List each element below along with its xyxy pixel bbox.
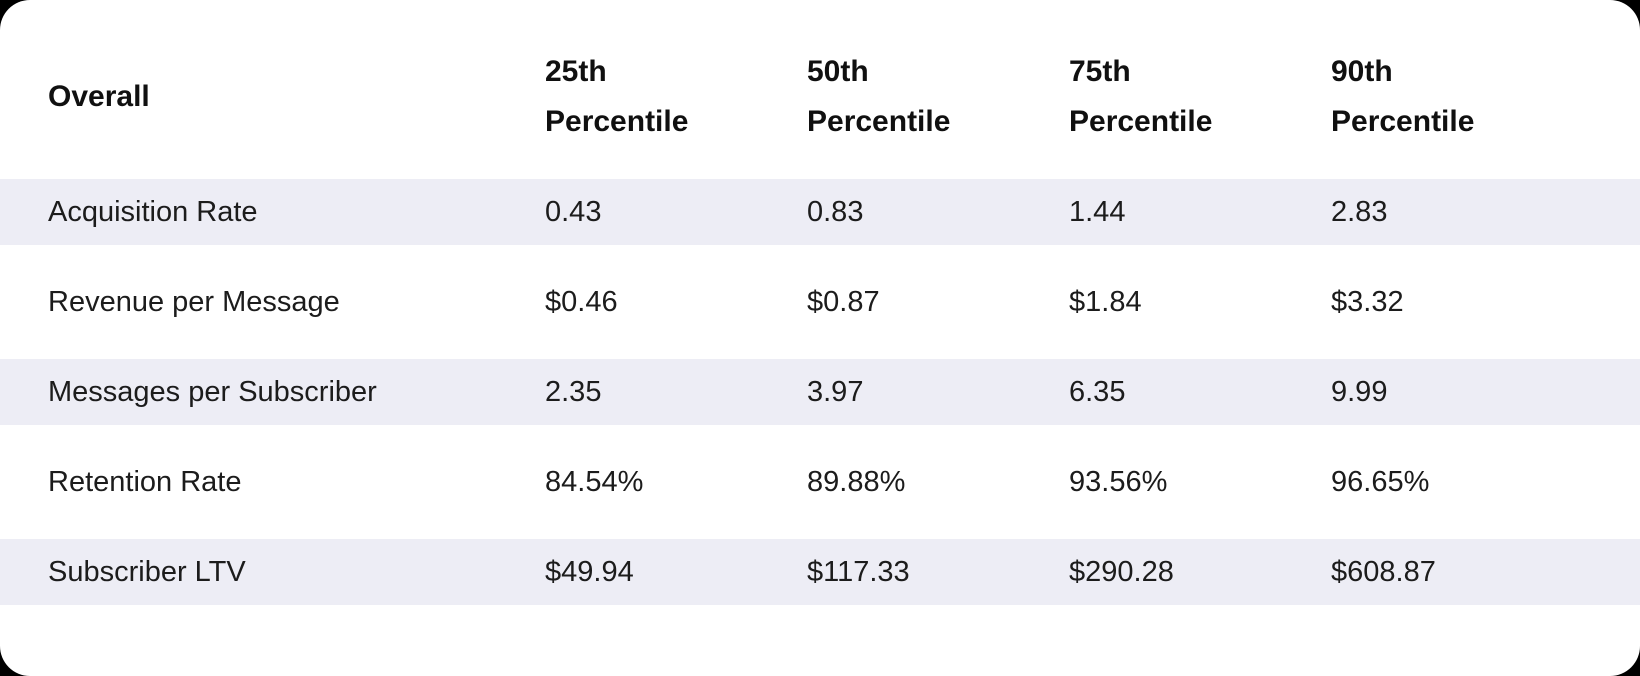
- table-row-revenue-per-message: Revenue per Message $0.46 $0.87 $1.84 $3…: [0, 269, 1640, 335]
- row-label: Messages per Subscriber: [48, 375, 377, 408]
- table-row-messages-per-subscriber: Messages per Subscriber 2.35 3.97 6.35 9…: [0, 359, 1640, 425]
- cell-value: 93.56%: [1069, 465, 1168, 498]
- cell-value: $290.28: [1069, 555, 1174, 588]
- table-row-acquisition-rate: Acquisition Rate 0.43 0.83 1.44 2.83: [0, 179, 1640, 245]
- cell-value: $49.94: [545, 555, 634, 588]
- column-header-label: 75th Percentile: [1069, 54, 1213, 138]
- cell-value: $1.84: [1069, 285, 1142, 318]
- cell-value: $0.46: [545, 285, 618, 318]
- table-header-row: Overall 25th Percentile 50th Percentile …: [0, 0, 1640, 179]
- cell-value: 89.88%: [807, 465, 906, 498]
- column-header-label: 25th Percentile: [545, 54, 689, 138]
- cell-value: $117.33: [807, 555, 910, 588]
- column-header-25th-percentile: 25th Percentile: [545, 47, 807, 147]
- cell-value: $3.32: [1331, 285, 1404, 318]
- column-header-50th-percentile: 50th Percentile: [807, 47, 1069, 147]
- cell-value: 3.97: [807, 375, 864, 408]
- cell-value: 96.65%: [1331, 465, 1430, 498]
- row-label: Subscriber LTV: [48, 555, 246, 588]
- cell-value: $608.87: [1331, 555, 1436, 588]
- cell-value: 84.54%: [545, 465, 644, 498]
- column-header-overall: Overall: [48, 79, 150, 113]
- row-label: Revenue per Message: [48, 285, 340, 318]
- column-header-label: 90th Percentile: [1331, 54, 1475, 138]
- column-header-75th-percentile: 75th Percentile: [1069, 47, 1331, 147]
- cell-value: 2.83: [1331, 195, 1388, 228]
- cell-value: 0.43: [545, 195, 602, 228]
- cell-value: 1.44: [1069, 195, 1126, 228]
- cell-value: 6.35: [1069, 375, 1126, 408]
- table-row-retention-rate: Retention Rate 84.54% 89.88% 93.56% 96.6…: [0, 449, 1640, 515]
- cell-value: $0.87: [807, 285, 880, 318]
- column-header-90th-percentile: 90th Percentile: [1331, 47, 1593, 147]
- row-label: Retention Rate: [48, 465, 242, 498]
- cell-value: 0.83: [807, 195, 864, 228]
- row-label: Acquisition Rate: [48, 195, 258, 228]
- table-row-subscriber-ltv: Subscriber LTV $49.94 $117.33 $290.28 $6…: [0, 539, 1640, 605]
- cell-value: 9.99: [1331, 375, 1388, 408]
- cell-value: 2.35: [545, 375, 602, 408]
- column-header-label: 50th Percentile: [807, 54, 951, 138]
